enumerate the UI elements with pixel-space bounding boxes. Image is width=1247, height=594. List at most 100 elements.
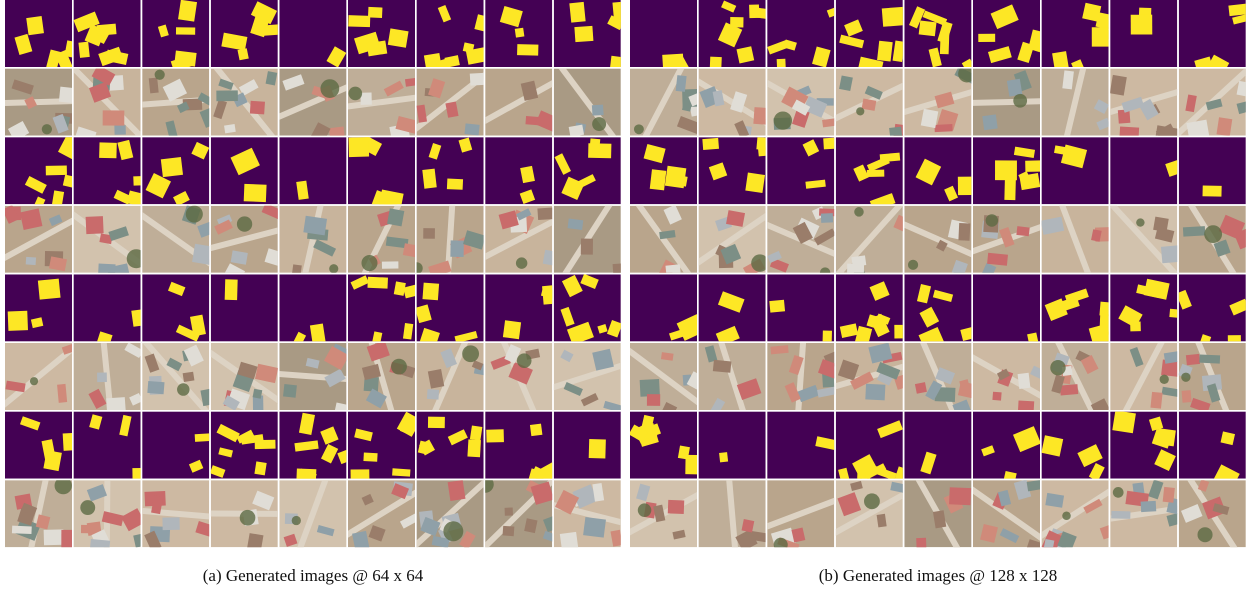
roof [423, 228, 435, 239]
building-mask [422, 169, 436, 189]
roof [450, 240, 464, 257]
tree [856, 107, 864, 115]
roof [982, 114, 997, 130]
roof [949, 487, 971, 505]
building-mask [1004, 179, 1015, 200]
roof [987, 253, 1008, 266]
roof [865, 384, 885, 401]
photo-tile [334, 480, 428, 550]
roof [1199, 354, 1220, 363]
mask-tile [554, 137, 621, 204]
mask-tile [904, 412, 971, 479]
mask-tile [5, 274, 72, 341]
mask-bg [1179, 412, 1246, 479]
tree [329, 264, 338, 273]
building-mask [1228, 335, 1241, 343]
photo-tile [1171, 64, 1247, 142]
roof [44, 529, 64, 545]
building-mask [363, 453, 377, 462]
building-mask [517, 44, 538, 56]
mask-bg [5, 412, 72, 479]
photo-tile [477, 474, 562, 553]
tree [592, 117, 606, 131]
roof [103, 110, 125, 125]
photo-tile [470, 69, 566, 136]
mask-bg [211, 274, 278, 341]
roof [1182, 390, 1192, 403]
roof [921, 109, 939, 128]
building-mask [467, 439, 481, 457]
roof [668, 500, 684, 514]
building-mask [1092, 27, 1109, 46]
building-mask [882, 7, 905, 27]
roof [89, 539, 110, 560]
mask-bg [279, 137, 346, 204]
roof [59, 87, 75, 103]
mask-bg [973, 274, 1040, 341]
mask-tile [973, 0, 1047, 67]
building-mask [348, 15, 370, 27]
tree [42, 124, 52, 134]
mask-bg [74, 274, 141, 341]
building-mask [46, 165, 67, 175]
roof [568, 219, 584, 230]
tree [55, 477, 72, 494]
tree [908, 260, 918, 270]
roof [1186, 354, 1200, 365]
building-mask [367, 277, 388, 289]
figure: (a) Generated images @ 64 x 64 (b) Gener… [0, 0, 1247, 594]
roof [1016, 226, 1029, 236]
roof [192, 244, 214, 265]
building-mask [368, 7, 382, 18]
mask-tile [348, 274, 423, 343]
photo-tile [1105, 198, 1182, 281]
mask-tile [211, 0, 282, 67]
tree [1198, 527, 1213, 542]
roof [713, 360, 732, 373]
tree [774, 111, 792, 129]
photo-tile [0, 340, 82, 412]
roof [742, 519, 755, 532]
mask-tile [73, 0, 140, 67]
mask-tile [415, 274, 484, 348]
mask-tile [485, 137, 552, 204]
building-mask [97, 24, 117, 36]
building-mask [702, 138, 719, 150]
roof [464, 123, 479, 135]
roof [382, 261, 399, 268]
roof [1111, 511, 1130, 519]
tree [155, 70, 165, 80]
building-mask [1156, 428, 1176, 446]
mask-tile [699, 0, 771, 72]
building-mask [978, 34, 995, 42]
mask-tile [74, 274, 149, 348]
tree [80, 500, 95, 515]
photo-tile [615, 480, 712, 547]
mask-tile [904, 0, 974, 71]
photo-tile [685, 69, 779, 139]
mask-tile [279, 0, 346, 68]
mask-tile [1041, 412, 1108, 482]
tree [854, 207, 864, 217]
mask-tile [1110, 410, 1177, 478]
building-mask [745, 173, 765, 193]
roof [114, 125, 126, 135]
building-mask [161, 157, 183, 177]
tree [348, 87, 362, 101]
mask-tile [836, 0, 905, 79]
roof [403, 243, 419, 257]
roof [647, 394, 660, 406]
building-mask [515, 28, 525, 38]
building-mask [422, 283, 439, 301]
mask-tile [973, 412, 1041, 487]
photo-tile [553, 57, 622, 146]
building-mask [254, 461, 266, 475]
building-mask [650, 169, 667, 190]
tree [1136, 218, 1144, 226]
mask-tile [630, 137, 697, 204]
roof [183, 372, 195, 382]
building-mask [719, 452, 728, 462]
building-mask [1203, 185, 1222, 196]
building-mask [530, 424, 542, 437]
roof [1216, 117, 1232, 136]
